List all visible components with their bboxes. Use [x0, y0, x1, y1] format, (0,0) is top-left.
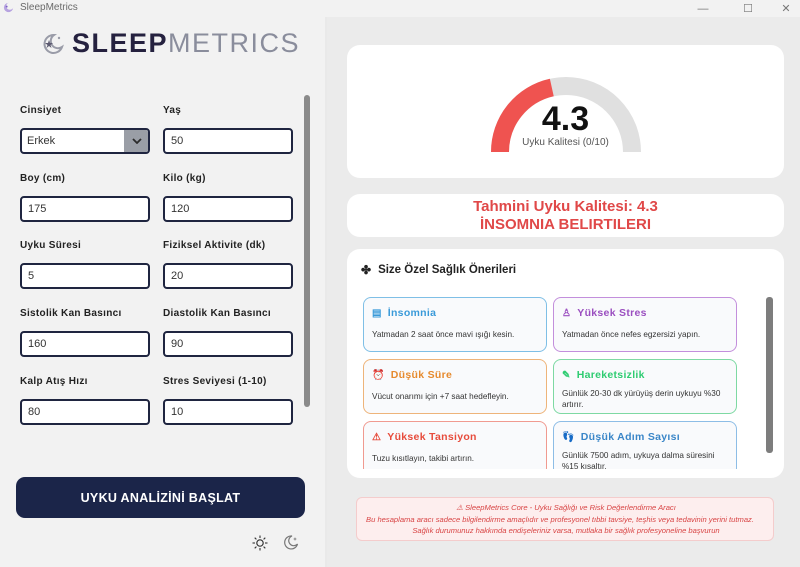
diastolic-bp-label: Diastolik Kan Basıncı	[163, 308, 271, 319]
title-bar: SleepMetrics — ☐ ✕	[0, 0, 800, 17]
meditation-icon: ♙	[562, 307, 572, 319]
window-title: SleepMetrics	[20, 2, 78, 13]
maximize-button[interactable]: ☐	[728, 0, 768, 17]
rec-title: Yüksek Tansiyon	[387, 431, 477, 443]
height-input[interactable]: 175	[20, 196, 150, 222]
disclaimer-advice: Sağlık durumunuz hakkında endişeleriniz …	[412, 526, 720, 535]
height-label: Boy (cm)	[20, 173, 66, 184]
systolic-bp-input[interactable]: 160	[20, 331, 150, 357]
gender-label: Cinsiyet	[20, 105, 62, 116]
gauge-value: 4.3	[541, 100, 590, 138]
rec-text: Yatmadan 2 saat önce mavi ışığı kesin.	[372, 330, 515, 339]
rec-title: Düşük Adım Sayısı	[580, 431, 681, 443]
rec-text: Tuzu kısıtlayın, takibi artırın.	[372, 454, 475, 463]
weight-label: Kilo (kg)	[163, 173, 206, 184]
stress-level-input[interactable]: 10	[163, 399, 293, 425]
logo-text-metrics: METRICS	[168, 28, 301, 58]
disclaimer-text: Bu hesaplama aracı sadece bilgilendirme …	[366, 515, 754, 524]
rec-title: Hareketsizlik	[576, 369, 645, 381]
input-form: Cinsiyet Erkek Yaş 50 Boy (cm) 175 Kilo …	[20, 88, 300, 430]
rec-inactivity: ✎ Hareketsizlik Günlük 20-30 dk yürüyüş d…	[553, 359, 737, 414]
moon-star-logo-icon	[43, 33, 64, 54]
weight-input[interactable]: 120	[163, 196, 293, 222]
sun-icon[interactable]	[252, 535, 268, 551]
rec-text: Vücut onarımı için +7 saat hedefleyin.	[372, 392, 509, 401]
minimize-button[interactable]: —	[683, 0, 723, 17]
rec-high-stress: ♙ Yüksek Stres Yatmadan önce nefes egzers…	[553, 297, 737, 352]
result-card: Tahmini Uyku Kalitesi: 4.3 İNSOMNIA BELI…	[347, 194, 784, 237]
minimize-icon: —	[697, 2, 709, 15]
age-field: Yaş 50	[163, 105, 295, 154]
maximize-icon: ☐	[743, 3, 753, 15]
gauge-caption: Uyku Kalitesi (0/10)	[522, 137, 609, 148]
bed-icon: ▤	[372, 307, 382, 319]
app-logo-icon	[3, 2, 14, 13]
chevron-down-icon[interactable]	[124, 130, 148, 152]
systolic-bp-label: Sistolik Kan Basıncı	[20, 308, 122, 319]
rec-title: Yüksek Stres	[577, 307, 647, 319]
rec-insomnia: ▤ İnsomnia Yatmadan 2 saat önce mavi ışığ…	[363, 297, 547, 352]
sleep-duration-input[interactable]: 5	[20, 263, 150, 289]
sleep-duration-label: Uyku Süresi	[20, 240, 82, 251]
predicted-quality-text: Tahmini Uyku Kalitesi: 4.3	[473, 198, 658, 215]
stress-level-field: Stres Seviyesi (1-10) 10	[163, 376, 295, 425]
heart-rate-field: Kalp Atış Hızı 80	[20, 376, 152, 425]
recommendations-title: Size Özel Sağlık Önerileri	[378, 264, 517, 276]
input-panel	[0, 17, 325, 567]
rec-text: Günlük 20-30 dk yürüyüş derin uykuyu %30…	[562, 389, 721, 409]
height-field: Boy (cm) 175	[20, 173, 152, 222]
close-button[interactable]: ✕	[772, 0, 800, 17]
warning-icon: ⚠	[372, 431, 382, 443]
logo: SLEEP METRICS	[40, 28, 300, 59]
gender-select[interactable]: Erkek	[20, 128, 150, 154]
physical-activity-field: Fiziksel Aktivite (dk) 20	[163, 240, 295, 289]
disclaimer-title: ⚠ SleepMetrics Core - Uyku Sağlığı ve Ri…	[456, 503, 676, 512]
heart-rate-input[interactable]: 80	[20, 399, 150, 425]
disclaimer-box: ⚠ SleepMetrics Core - Uyku Sağlığı ve Ri…	[356, 497, 774, 541]
weight-field: Kilo (kg) 120	[163, 173, 295, 222]
rec-low-steps: 👣 Düşük Adım Sayısı Günlük 7500 adım, uyk…	[553, 421, 737, 469]
systolic-bp-field: Sistolik Kan Basıncı 160	[20, 308, 152, 357]
sleep-duration-field: Uyku Süresi 5	[20, 240, 152, 289]
physical-activity-input[interactable]: 20	[163, 263, 293, 289]
gauge-card: 4.3 Uyku Kalitesi (0/10)	[347, 45, 784, 178]
gender-field: Cinsiyet Erkek	[20, 105, 152, 154]
start-analysis-button[interactable]: UYKU ANALİZİNİ BAŞLAT	[16, 477, 305, 518]
panel-divider	[325, 17, 327, 567]
gauge-arc	[490, 77, 641, 153]
diastolic-bp-field: Diastolik Kan Basıncı 90	[163, 308, 295, 357]
recommendations-grid: ▤ İnsomnia Yatmadan 2 saat önce mavi ışığ…	[363, 297, 759, 469]
recommendations-card: ✤ Size Özel Sağlık Önerileri ▤ İnsomnia Y…	[347, 249, 784, 478]
form-scrollbar[interactable]	[304, 95, 310, 407]
rec-title: İnsomnia	[387, 307, 437, 319]
close-icon: ✕	[781, 3, 791, 15]
rec-text: Yatmadan önce nefes egzersizi yapın.	[562, 330, 701, 339]
rec-low-duration: ⏰ Düşük Süre Vücut onarımı için +7 saat h…	[363, 359, 547, 414]
moon-icon[interactable]	[283, 534, 299, 550]
age-label: Yaş	[163, 105, 182, 116]
sparkle-icon: ✤	[361, 263, 372, 277]
sneaker-icon: ✎	[562, 369, 571, 381]
diastolic-bp-input[interactable]: 90	[163, 331, 293, 357]
physical-activity-label: Fiziksel Aktivite (dk)	[163, 240, 266, 251]
recommendations-header: ✤ Size Özel Sağlık Önerileri	[361, 263, 516, 277]
stress-level-label: Stres Seviyesi (1-10)	[163, 376, 267, 387]
rec-title: Düşük Süre	[390, 369, 453, 381]
rec-text: Günlük 7500 adım, uykuya dalma süresini …	[562, 451, 715, 469]
age-input[interactable]: 50	[163, 128, 293, 154]
footprints-icon: 👣	[562, 431, 575, 443]
heart-rate-label: Kalp Atış Hızı	[20, 376, 88, 387]
logo-text-sleep: SLEEP	[72, 28, 169, 58]
alarm-clock-icon: ⏰	[372, 369, 385, 381]
diagnosis-text: İNSOMNIA BELIRTILERI	[479, 216, 652, 233]
recommendations-scrollbar[interactable]	[766, 297, 773, 453]
rec-high-blood-pressure: ⚠ Yüksek Tansiyon Tuzu kısıtlayın, takibi…	[363, 421, 547, 469]
